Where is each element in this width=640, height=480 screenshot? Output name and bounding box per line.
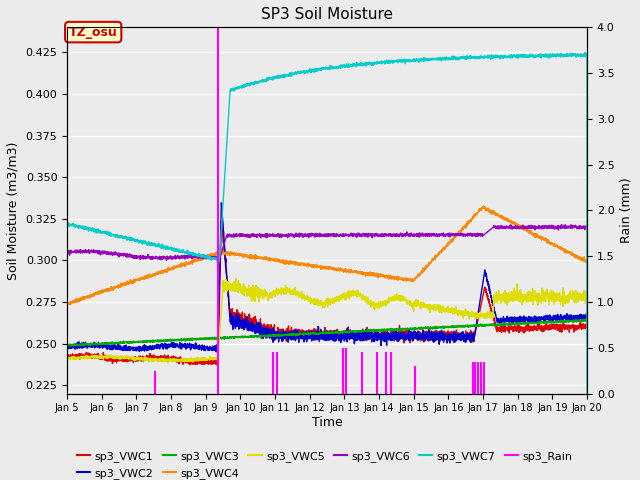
Y-axis label: Soil Moisture (m3/m3): Soil Moisture (m3/m3) bbox=[7, 141, 20, 280]
Title: SP3 Soil Moisture: SP3 Soil Moisture bbox=[261, 7, 393, 22]
Text: TZ_osu: TZ_osu bbox=[69, 25, 118, 38]
Y-axis label: Rain (mm): Rain (mm) bbox=[620, 178, 633, 243]
Legend: sp3_VWC1, sp3_VWC2, sp3_VWC3, sp3_VWC4, sp3_VWC5, sp3_VWC6, sp3_VWC7, sp3_Rain: sp3_VWC1, sp3_VWC2, sp3_VWC3, sp3_VWC4, … bbox=[73, 447, 577, 480]
X-axis label: Time: Time bbox=[312, 416, 342, 429]
